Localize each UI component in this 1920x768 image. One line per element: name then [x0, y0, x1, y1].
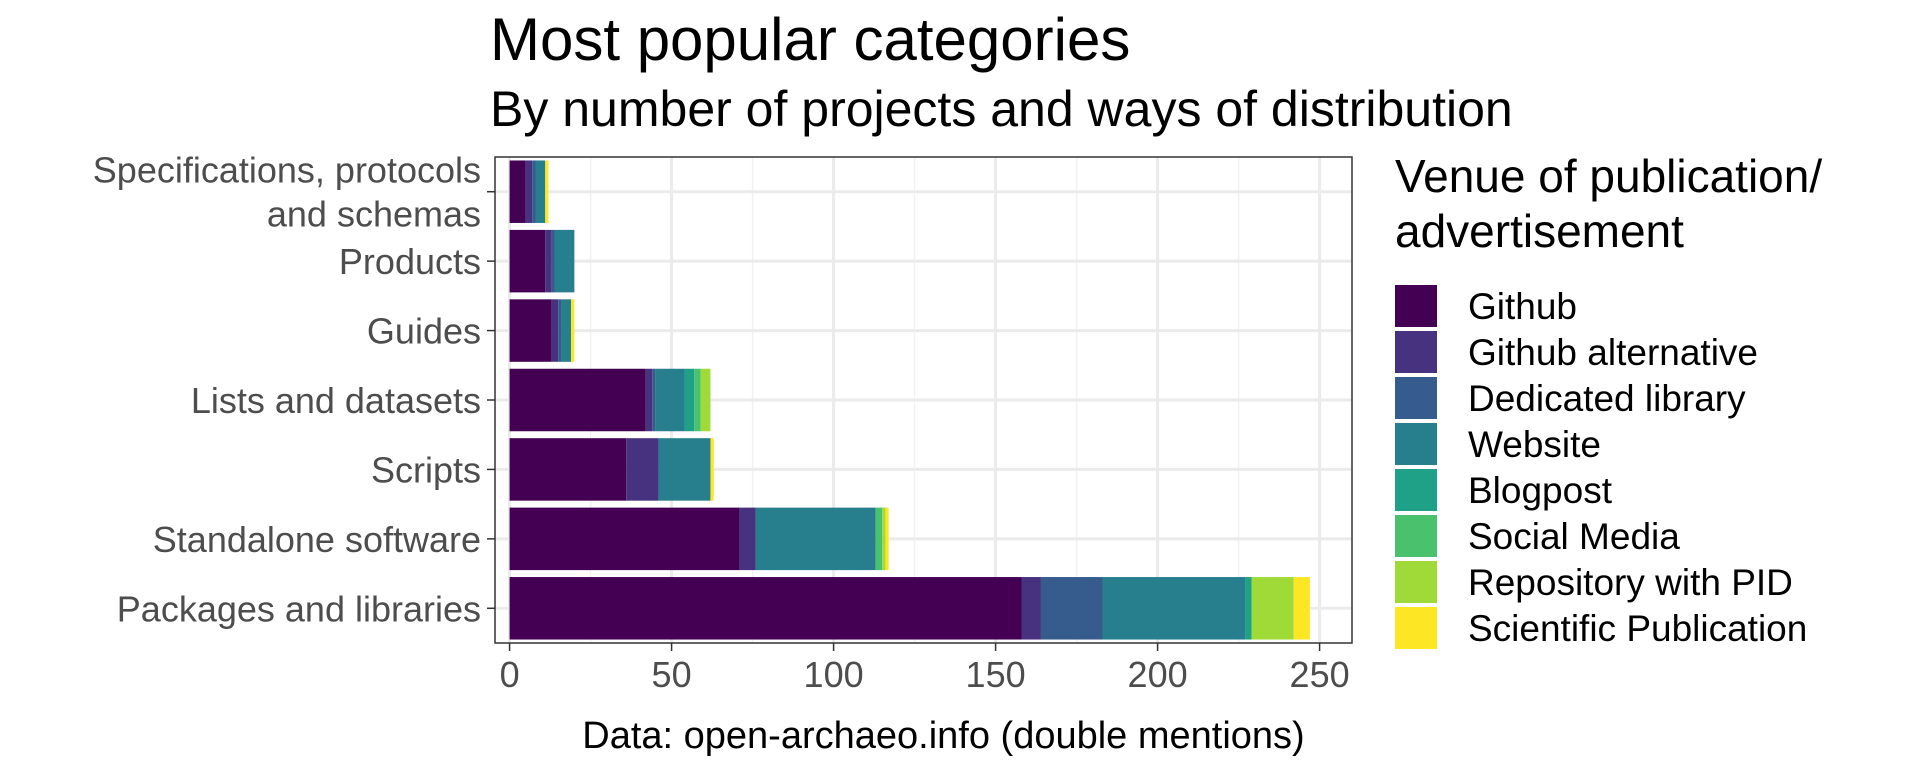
bar-github-alternative-guides: [551, 299, 559, 362]
bar-website-standalone-software: [755, 507, 876, 571]
bar-website-guides: [561, 299, 572, 362]
bar-website-scripts: [658, 438, 711, 501]
bar-github-products: [509, 229, 546, 293]
x-tick-label: 100: [804, 654, 864, 695]
x-axis-label: Data: open-archaeo.info (double mentions…: [582, 715, 1304, 757]
bar-blogpost-packages-and-libraries: [1245, 577, 1252, 640]
legend-label-dedicated-library: Dedicated library: [1468, 378, 1746, 419]
legend-key-github-alternative: [1395, 331, 1437, 373]
legend-title: Venue of publication/advertisement: [1395, 150, 1822, 257]
legend-label-repository-with-pid: Repository with PID: [1468, 562, 1793, 603]
bar-github-lists-and-datasets: [509, 368, 646, 432]
bar-scientific-publication-specifications-protocols-and-schemas: [545, 160, 549, 223]
bar-dedicated-library-products: [551, 229, 555, 293]
bar-repository-with-pid-packages-and-libraries: [1251, 577, 1294, 640]
legend-key-blogpost: [1395, 469, 1437, 511]
legend: Venue of publication/advertisement Github…: [1395, 150, 1822, 649]
legend-label-website: Website: [1468, 424, 1601, 465]
bar-scientific-publication-packages-and-libraries: [1293, 577, 1310, 640]
legend-key-dedicated-library: [1395, 377, 1437, 419]
bar-github-alternative-scripts: [626, 438, 659, 501]
legend-label-github: Github: [1468, 286, 1577, 327]
bar-website-products: [554, 229, 575, 293]
bar-social-media-lists-and-datasets: [694, 368, 701, 432]
y-tick-label: Products: [339, 241, 481, 282]
bar-dedicated-library-lists-and-datasets: [652, 368, 656, 432]
bar-github-specifications-protocols-and-schemas: [509, 160, 526, 223]
bar-github-alternative-packages-and-libraries: [1021, 577, 1041, 640]
chart-title: Most popular categories: [490, 6, 1130, 73]
bar-website-specifications-protocols-and-schemas: [535, 160, 546, 223]
bar-github-standalone-software: [509, 507, 740, 571]
bar-repository-with-pid-standalone-software: [882, 507, 886, 571]
legend-label-blogpost: Blogpost: [1468, 470, 1613, 511]
y-tick-label: Packages and libraries: [117, 588, 481, 629]
y-tick-label: Specifications, protocols and schemas: [93, 150, 481, 235]
y-tick-label: Standalone software: [153, 519, 481, 560]
bar-github-packages-and-libraries: [509, 577, 1022, 640]
plot-area: 0 50 100 150 200 250 Packages and libraries Sta…: [93, 150, 1353, 757]
bar-github-scripts: [509, 438, 627, 501]
legend-label-social-media: Social Media: [1468, 516, 1680, 557]
x-tick-label: 250: [1290, 654, 1350, 695]
bar-scientific-publication-standalone-software: [885, 507, 889, 571]
legend-label-scientific-publication: Scientific Publication: [1468, 608, 1807, 649]
bar-github-alternative-specifications-protocols-and-schemas: [525, 160, 533, 223]
legend-key-website: [1395, 423, 1437, 465]
legend-key-social-media: [1395, 515, 1437, 557]
bar-github-guides: [509, 299, 552, 362]
bar-scientific-publication-guides: [571, 299, 575, 362]
bar-dedicated-library-specifications-protocols-and-schemas: [532, 160, 536, 223]
bar-dedicated-library-packages-and-libraries: [1040, 577, 1103, 640]
bar-github-alternative-standalone-software: [739, 507, 756, 571]
bar-website-packages-and-libraries: [1102, 577, 1246, 640]
x-tick-label: 0: [500, 654, 520, 695]
legend-key-scientific-publication: [1395, 607, 1437, 649]
x-tick-label: 150: [966, 654, 1026, 695]
legend-key-github: [1395, 285, 1437, 327]
y-tick-label: Guides: [367, 311, 481, 352]
legend-label-github-alternative: Github alternative: [1468, 332, 1758, 373]
bar-github-alternative-products: [545, 229, 552, 293]
bar-repository-with-pid-lists-and-datasets: [700, 368, 711, 432]
bar-github-alternative-lists-and-datasets: [645, 368, 653, 432]
chart-subtitle: By number of projects and ways of distri…: [490, 81, 1513, 137]
bar-scientific-publication-scripts: [710, 438, 714, 501]
y-tick-label: Lists and datasets: [191, 380, 481, 421]
legend-key-repository-with-pid: [1395, 561, 1437, 603]
bar-dedicated-library-guides: [558, 299, 562, 362]
y-tick-label: Scripts: [371, 449, 481, 490]
x-tick-label: 50: [652, 654, 692, 695]
x-tick-label: 200: [1128, 654, 1188, 695]
bar-website-lists-and-datasets: [655, 368, 685, 432]
bar-social-media-standalone-software: [875, 507, 883, 571]
bar-blogpost-lists-and-datasets: [684, 368, 695, 432]
